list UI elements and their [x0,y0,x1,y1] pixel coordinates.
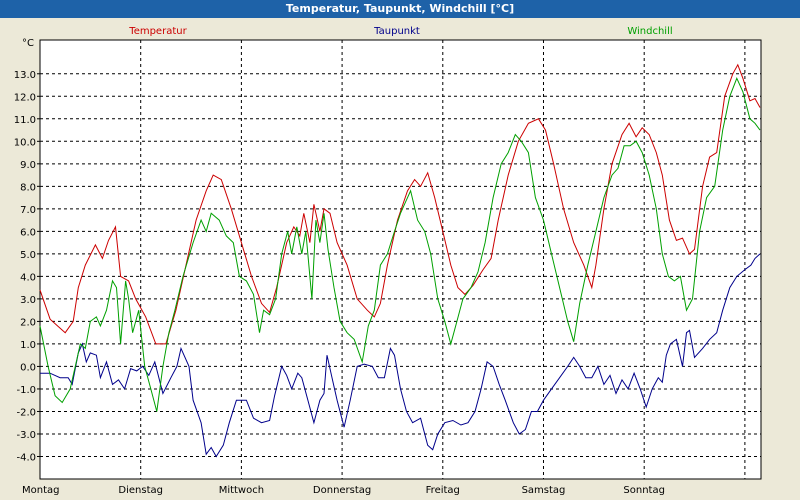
y-tick-label: 11.0 [14,115,36,126]
y-tick-label: 10.0 [14,137,36,148]
line-chart: -4.0 -3.0 -2.0 -1.0 0.0 1.0 2.0 3.0 4.0 5.0 6.0 7.0… [14,26,762,496]
y-tick-label: 6.0 [20,227,36,238]
y-tick-label: -1.0 [16,385,36,396]
y-tick-label: 13.0 [14,70,36,81]
y-tick-label: 0.0 [20,362,36,373]
legend-windchill: Windchill [627,26,672,37]
y-tick-label: 4.0 [20,272,36,283]
y-tick-label: -3.0 [16,430,36,441]
legend-temperatur: Temperatur [128,26,187,37]
y-tick-label: 3.0 [20,295,36,306]
y-axis: -4.0 -3.0 -2.0 -1.0 0.0 1.0 2.0 3.0 4.0 5.0 6.0 7.0… [14,38,40,463]
x-day-label: Mittwoch [219,485,264,496]
y-unit-label: °C [22,38,34,49]
y-tick-label: -4.0 [16,452,36,463]
x-day-label: Dienstag [118,485,163,496]
window-title: Temperatur, Taupunkt, Windchill [°C] [0,0,800,18]
y-tick-label: 2.0 [20,317,36,328]
y-tick-label: -2.0 [16,407,36,418]
series-line-taupunkt [40,253,761,458]
y-tick-label: 1.0 [20,340,36,351]
x-day-label: Montag [22,485,59,496]
x-day-label: Donnerstag [313,485,371,496]
y-tick-label: 12.0 [14,92,36,103]
plot-area [39,39,762,480]
y-tick-label: 5.0 [20,250,36,261]
y-tick-label: 9.0 [20,160,36,171]
x-axis: Montag12.04.21Dienstag13.04.21Mittwoch14… [22,485,665,496]
legend: Temperatur Taupunkt Windchill [128,26,672,37]
y-tick-label: 8.0 [20,182,36,193]
legend-taupunkt: Taupunkt [373,26,420,37]
x-day-label: Sonntag [623,485,665,496]
series-line-windchill [39,77,761,412]
series-group [39,63,761,458]
x-day-label: Freitag [426,485,460,496]
y-tick-label: 7.0 [20,205,36,216]
x-day-label: Samstag [522,485,566,496]
